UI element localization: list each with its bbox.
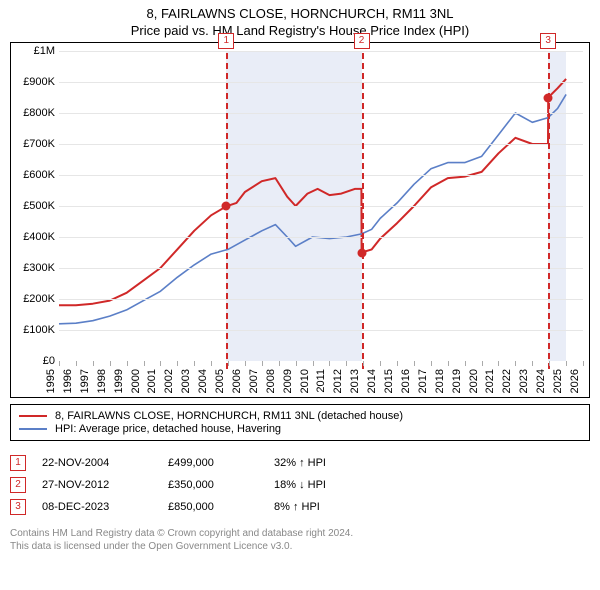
event-price: £499,000 (168, 457, 258, 469)
event-number-box: 1 (10, 455, 26, 471)
y-tick-label: £600K (11, 169, 55, 181)
event-marker-box: 3 (540, 33, 556, 49)
legend-row: 8, FAIRLAWNS CLOSE, HORNCHURCH, RM11 3NL… (19, 410, 581, 422)
events-table: 1 22-NOV-2004 £499,000 32% ↑ HPI 2 27-NOV-201… (10, 449, 590, 521)
page: 8, FAIRLAWNS CLOSE, HORNCHURCH, RM11 3NL… (0, 0, 600, 590)
series-hpi (59, 94, 566, 323)
event-dot (222, 202, 231, 211)
x-tick-label: 2026 (569, 369, 597, 393)
legend-swatch (19, 415, 47, 417)
plot-area: 123 (59, 51, 583, 361)
event-marker-box: 2 (354, 33, 370, 49)
event-date: 08-DEC-2023 (42, 501, 152, 513)
y-tick-label: £500K (11, 200, 55, 212)
event-dot (357, 248, 366, 257)
event-pct: 18% ↓ HPI (274, 479, 374, 491)
legend-label: HPI: Average price, detached house, Have… (55, 423, 281, 435)
event-number-box: 3 (10, 499, 26, 515)
event-date: 22-NOV-2004 (42, 457, 152, 469)
event-dash-line (362, 43, 364, 369)
y-tick-label: £400K (11, 231, 55, 243)
title-sub: Price paid vs. HM Land Registry's House … (10, 23, 590, 38)
y-tick-label: £700K (11, 138, 55, 150)
event-marker-box: 1 (218, 33, 234, 49)
y-tick-label: £200K (11, 293, 55, 305)
y-tick-label: £1M (11, 45, 55, 57)
y-tick-label: £900K (11, 76, 55, 88)
event-dot (544, 93, 553, 102)
footer-line-1: Contains HM Land Registry data © Crown c… (10, 527, 590, 540)
event-number-box: 2 (10, 477, 26, 493)
event-date: 27-NOV-2012 (42, 479, 152, 491)
chart: 123 199519961997199819992000200120022003… (10, 42, 590, 398)
y-tick-label: £100K (11, 324, 55, 336)
y-tick-label: £800K (11, 107, 55, 119)
event-pct: 32% ↑ HPI (274, 457, 374, 469)
event-pct: 8% ↑ HPI (274, 501, 374, 513)
event-row: 1 22-NOV-2004 £499,000 32% ↑ HPI (10, 455, 590, 471)
title-main: 8, FAIRLAWNS CLOSE, HORNCHURCH, RM11 3NL (10, 6, 590, 21)
event-price: £850,000 (168, 501, 258, 513)
y-tick-label: £300K (11, 262, 55, 274)
y-tick-label: £0 (11, 355, 55, 367)
event-row: 2 27-NOV-2012 £350,000 18% ↓ HPI (10, 477, 590, 493)
footer: Contains HM Land Registry data © Crown c… (10, 527, 590, 553)
event-row: 3 08-DEC-2023 £850,000 8% ↑ HPI (10, 499, 590, 515)
legend-row: HPI: Average price, detached house, Have… (19, 423, 581, 435)
footer-line-2: This data is licensed under the Open Gov… (10, 540, 590, 553)
event-dash-line (548, 43, 550, 369)
event-price: £350,000 (168, 479, 258, 491)
titles: 8, FAIRLAWNS CLOSE, HORNCHURCH, RM11 3NL… (10, 6, 590, 42)
legend-label: 8, FAIRLAWNS CLOSE, HORNCHURCH, RM11 3NL… (55, 410, 403, 422)
legend-swatch (19, 428, 47, 430)
x-axis-labels: 1995199619971998199920002001200220032004… (59, 361, 583, 397)
legend: 8, FAIRLAWNS CLOSE, HORNCHURCH, RM11 3NL… (10, 404, 590, 441)
